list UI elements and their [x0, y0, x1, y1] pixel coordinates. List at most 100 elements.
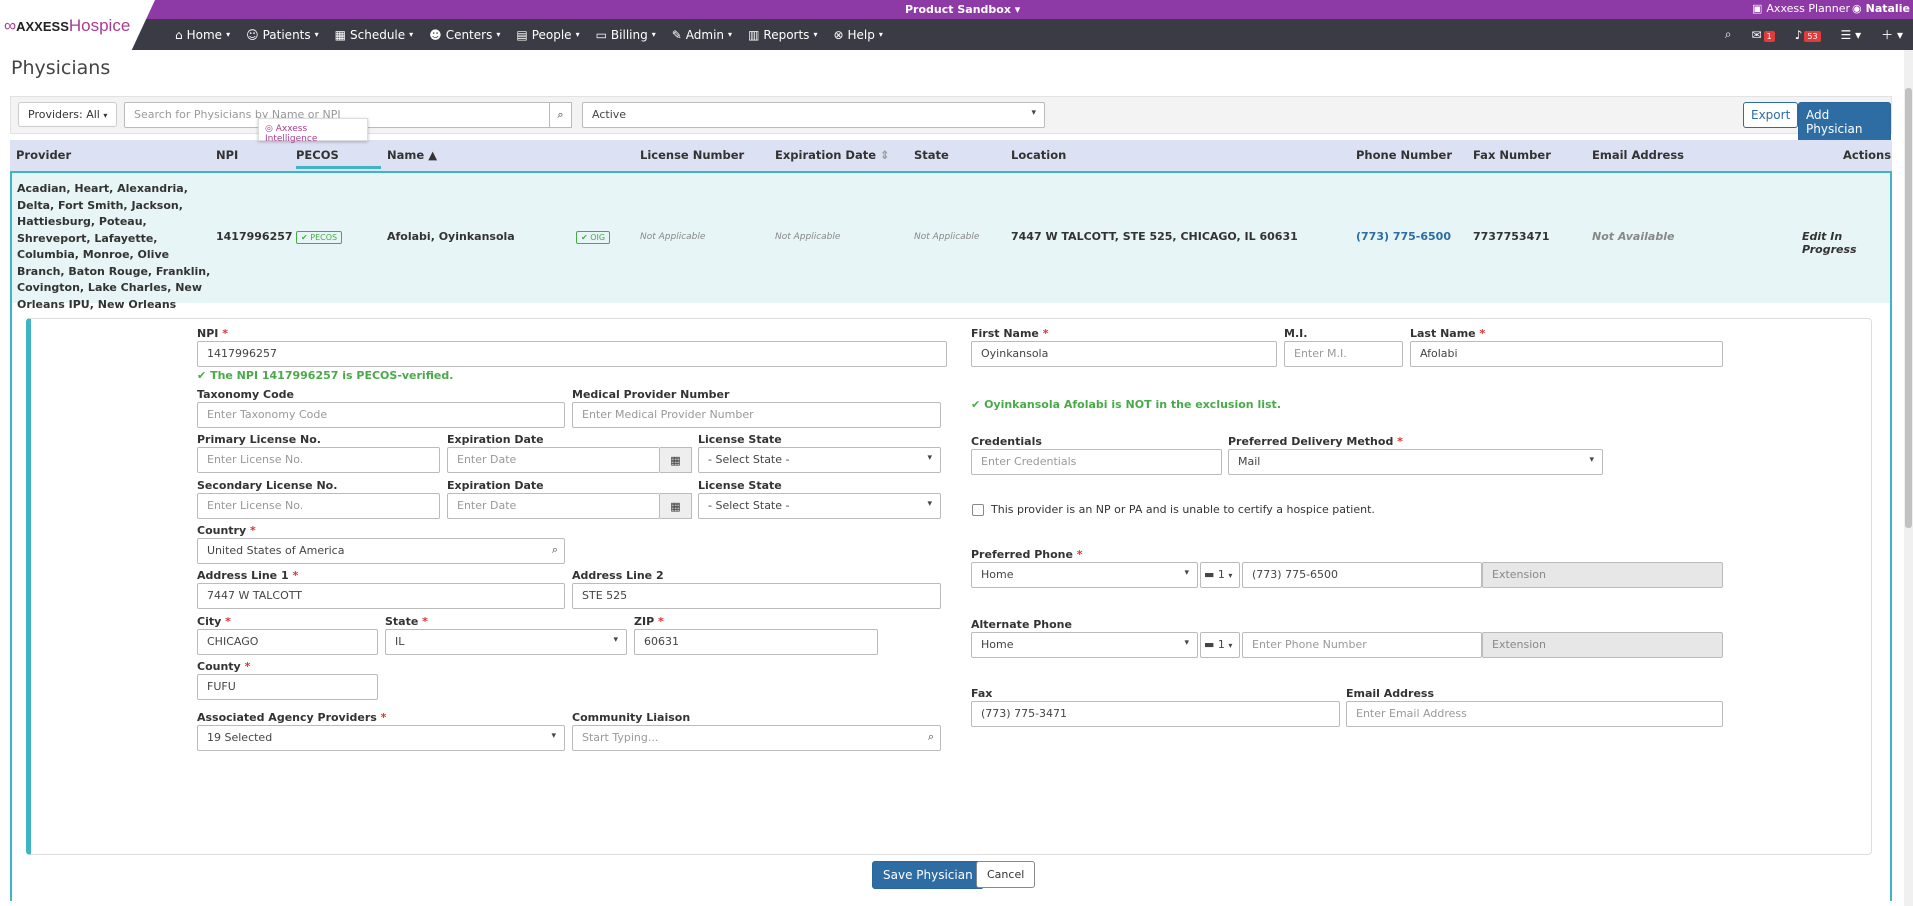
npi-label: NPI *: [197, 327, 228, 340]
chart-icon: ▥: [748, 27, 760, 42]
row-action: Edit In Progress: [1802, 230, 1857, 256]
export-button[interactable]: Export: [1743, 102, 1799, 128]
col-fax[interactable]: Fax Number: [1473, 148, 1551, 162]
sandbox-selector[interactable]: Product Sandbox ▾: [905, 3, 1021, 16]
alternate-phone-field[interactable]: Enter Phone Number: [1242, 632, 1482, 658]
col-license[interactable]: License Number: [640, 148, 745, 162]
physician-row-expanded: Acadian, Heart, Alexandria, Delta, Fort …: [10, 171, 1892, 901]
medical-provider-field[interactable]: Enter Medical Provider Number: [572, 402, 941, 428]
col-state[interactable]: State: [914, 148, 949, 162]
country-label: Country *: [197, 524, 256, 537]
credentials-field[interactable]: Enter Credentials: [971, 449, 1222, 475]
secondary-license-field[interactable]: Enter License No.: [197, 493, 440, 519]
page-scrollbar[interactable]: [1904, 50, 1913, 906]
community-liaison-label: Community Liaison: [572, 711, 691, 724]
primary-license-state-select[interactable]: - Select State - ▾: [698, 447, 941, 473]
scrollbar-thumb[interactable]: [1905, 88, 1912, 528]
nav-reports[interactable]: ▥ Reports ▾: [748, 27, 818, 42]
home-icon: ⌂: [175, 27, 183, 42]
preferred-extension-field[interactable]: Extension: [1482, 562, 1723, 588]
community-liaison-field[interactable]: Start Typing... ⌕: [572, 725, 941, 751]
col-actions: Actions: [1843, 148, 1892, 162]
cancel-button[interactable]: Cancel: [976, 861, 1036, 888]
providers-filter[interactable]: Providers: All ▾: [18, 102, 118, 127]
first-name-field[interactable]: Oyinkansola: [971, 341, 1277, 367]
preferred-phone-type-select[interactable]: Home ▾: [971, 562, 1198, 588]
user-menu[interactable]: ◉Natalie▾: [1852, 2, 1910, 15]
calendar-icon: ▣: [1752, 2, 1763, 15]
nav-help[interactable]: ⊗ Help ▾: [833, 27, 883, 42]
address1-field[interactable]: 7447 W TALCOTT: [197, 583, 565, 609]
mi-field[interactable]: Enter M.I.: [1284, 341, 1403, 367]
status-select[interactable]: Active ▾: [582, 102, 1045, 128]
col-expiration[interactable]: Expiration Date ⇕: [775, 148, 890, 162]
county-label: County *: [197, 660, 251, 673]
mail-icon[interactable]: ✉ 1: [1752, 28, 1775, 42]
address2-label: Address Line 2: [572, 569, 664, 582]
row-license: Not Applicable: [640, 232, 706, 242]
preferred-phone-label: Preferred Phone *: [971, 548, 1083, 561]
col-npi[interactable]: NPI: [216, 148, 239, 162]
credentials-label: Credentials: [971, 435, 1042, 448]
calendar-icon[interactable]: ▦: [660, 493, 692, 519]
search-icon[interactable]: ⌕: [550, 102, 572, 128]
wrench-icon: ✎: [671, 27, 682, 42]
id-card-icon: ▤: [516, 27, 528, 42]
alternate-extension-field[interactable]: Extension: [1482, 632, 1723, 658]
col-name[interactable]: Name ▲: [387, 148, 438, 162]
calendar-icon[interactable]: ▦: [660, 447, 692, 473]
zip-field[interactable]: 60631: [634, 629, 878, 655]
row-name: Afolabi, Oyinkansola: [387, 230, 515, 243]
delivery-method-select[interactable]: Mail ▾: [1228, 449, 1603, 475]
email-field[interactable]: Enter Email Address: [1346, 701, 1723, 727]
primary-license-field[interactable]: Enter License No.: [197, 447, 440, 473]
save-physician-button[interactable]: Save Physician: [872, 861, 984, 889]
fax-label: Fax: [971, 687, 993, 700]
nav-centers[interactable]: ☻ Centers ▾: [429, 27, 501, 42]
nav-home[interactable]: ⌂ Home ▾: [175, 27, 231, 42]
logo-swirl-icon: ∞: [4, 16, 17, 35]
county-field[interactable]: FUFU: [197, 674, 378, 700]
search-icon[interactable]: ⌕: [1724, 27, 1732, 41]
col-email[interactable]: Email Address: [1592, 148, 1685, 162]
col-provider[interactable]: Provider: [16, 148, 72, 162]
secondary-expiration-field[interactable]: Enter Date: [447, 493, 660, 519]
preferred-phone-field[interactable]: (773) 775-6500: [1242, 562, 1482, 588]
npi-field[interactable]: 1417996257: [197, 341, 947, 367]
nav-admin[interactable]: ✎ Admin ▾: [671, 27, 733, 42]
nav-patients[interactable]: ☺ Patients ▾: [246, 27, 319, 42]
country-code-select[interactable]: ▬ 1 ▾: [1200, 562, 1240, 588]
plus-icon[interactable]: ＋ ▾: [1881, 28, 1903, 42]
last-name-field[interactable]: Afolabi: [1410, 341, 1723, 367]
app-logo[interactable]: ∞AXXESSHospice: [4, 16, 131, 35]
secondary-license-state-select[interactable]: - Select State - ▾: [698, 493, 941, 519]
table-row[interactable]: Acadian, Heart, Alexandria, Delta, Fort …: [12, 173, 1890, 311]
top-bar: Product Sandbox ▾ ▣ Axxess Planner ◉ Natal…: [0, 0, 1913, 19]
country-field[interactable]: United States of America ⌕: [197, 538, 565, 564]
nav-schedule[interactable]: ▦ Schedule ▾: [334, 27, 414, 42]
taxonomy-field[interactable]: Enter Taxonomy Code: [197, 402, 565, 428]
delivery-method-label: Preferred Delivery Method *: [1228, 435, 1403, 448]
row-state: Not Applicable: [914, 232, 980, 242]
us-flag-icon: ▬: [1204, 568, 1215, 581]
row-phone-link[interactable]: (773) 775-6500: [1356, 230, 1451, 243]
state-select[interactable]: IL ▾: [385, 629, 627, 655]
bell-icon[interactable]: ♪ 53: [1795, 28, 1821, 42]
menu-icon[interactable]: ☰ ▾: [1840, 27, 1862, 42]
np-pa-checkbox[interactable]: [972, 504, 984, 516]
city-field[interactable]: CHICAGO: [197, 629, 378, 655]
nav-people[interactable]: ▤ People ▾: [516, 27, 580, 42]
address2-field[interactable]: STE 525: [572, 583, 941, 609]
add-physician-button[interactable]: Add Physician: [1798, 102, 1891, 142]
alternate-phone-type-select[interactable]: Home ▾: [971, 632, 1198, 658]
fax-field[interactable]: (773) 775-3471: [971, 701, 1340, 727]
country-code-select-2[interactable]: ▬ 1 ▾: [1200, 632, 1240, 658]
associated-providers-select[interactable]: 19 Selected ▾: [197, 725, 565, 751]
axxess-intelligence-popup[interactable]: ◎ Axxess Intelligence: [258, 118, 368, 144]
col-phone[interactable]: Phone Number: [1356, 148, 1453, 162]
col-location[interactable]: Location: [1011, 148, 1067, 162]
planner-link[interactable]: ▣ Axxess Planner: [1752, 2, 1851, 15]
nav-billing[interactable]: ▭ Billing ▾: [595, 27, 656, 42]
primary-expiration-field[interactable]: Enter Date: [447, 447, 660, 473]
col-pecos[interactable]: PECOS: [296, 148, 381, 169]
